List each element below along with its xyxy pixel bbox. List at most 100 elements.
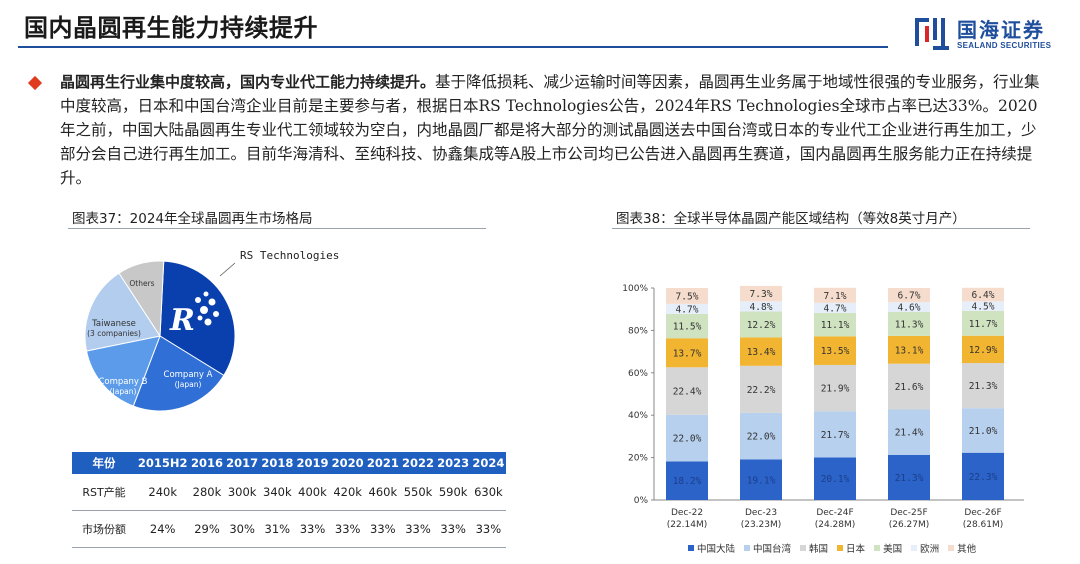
table-header-label: 年份 xyxy=(72,452,136,474)
data-label: 20.1% xyxy=(821,474,850,485)
table-header-year: 2016 xyxy=(189,452,225,474)
legend-swatch xyxy=(948,545,955,551)
table-row-label: 市场份额 xyxy=(72,510,136,548)
legend-label: 美国 xyxy=(883,544,903,555)
pie-slice-company-b xyxy=(85,335,161,407)
data-label: 4.5% xyxy=(972,302,995,313)
bar-segment xyxy=(740,301,782,312)
bar-segment xyxy=(814,364,856,412)
data-label: 4.6% xyxy=(898,303,921,314)
bar-segment xyxy=(666,313,708,339)
bar-segment xyxy=(740,459,782,500)
bar-segment xyxy=(962,335,1004,364)
data-label: 18.2% xyxy=(673,476,702,487)
logo-text-en: SEALAND SECURITIES xyxy=(957,41,1052,50)
bar-segment xyxy=(666,338,708,368)
legend-label: 其他 xyxy=(957,544,977,555)
data-label: 21.0% xyxy=(969,426,998,437)
legend-item: 中国台湾 xyxy=(744,541,791,555)
pie-slice-others xyxy=(118,260,165,338)
table-header-year: 2017 xyxy=(224,452,260,474)
legend-item: 中国大陆 xyxy=(688,541,735,555)
data-label: 13.1% xyxy=(895,345,924,356)
table-cell: 420k xyxy=(330,474,366,511)
fig37-title: 图表37：2024年全球晶圆再生市场格局 xyxy=(72,211,313,227)
table-cell: 33% xyxy=(400,510,436,548)
table-header-year: 2024 xyxy=(470,452,506,474)
data-label: 21.6% xyxy=(895,382,924,393)
table-cell: 33% xyxy=(294,510,331,548)
pie-label-rs: RS Technologies xyxy=(240,249,339,262)
table-cell: 240k xyxy=(136,474,190,511)
data-label: 11.5% xyxy=(673,322,702,333)
fig38-title: 图表38：全球半导体晶圆产能区域结构（等效8英寸月产） xyxy=(616,211,966,227)
bar-segment xyxy=(962,287,1004,302)
x-tick-sublabel: (24.28M) xyxy=(815,520,856,530)
data-label: 13.7% xyxy=(673,348,702,359)
pie-label-company-a-1: Company A xyxy=(164,370,213,380)
data-label: 21.7% xyxy=(821,430,850,441)
data-label: 22.2% xyxy=(747,385,776,396)
data-label: 19.1% xyxy=(747,475,776,486)
market-share-pie-chart: R RS Technologies Company A (Japan) Comp… xyxy=(84,249,339,412)
table-cell: 33% xyxy=(365,510,401,548)
rst-capacity-table: 年份 2015H2 2016 2017 2018 2019 2020 2021 2022 2023… xyxy=(72,452,506,548)
rs-logo-dot xyxy=(197,315,203,321)
bar-segment xyxy=(740,285,782,302)
table-row: RST产能 240k 280k 300k 340k 400k 420k 460k 550k 590… xyxy=(72,474,506,511)
bar-segment xyxy=(962,452,1004,500)
rs-logo-dot xyxy=(213,311,219,317)
data-label: 6.7% xyxy=(898,291,921,302)
fig38-title-rule xyxy=(612,228,1030,229)
table-cell: 400k xyxy=(294,474,331,511)
bar-segment xyxy=(814,411,856,458)
data-label: 12.9% xyxy=(969,345,998,356)
table-header-year: 2023 xyxy=(435,452,471,474)
legend-label: 韩国 xyxy=(809,544,829,555)
pie-slice-company-a xyxy=(132,335,225,412)
pie-label-others: Others xyxy=(129,279,154,288)
x-tick-sublabel: (22.14M) xyxy=(667,520,708,530)
bar-segment xyxy=(814,457,856,500)
x-tick-sublabel: (28.61M) xyxy=(963,520,1004,530)
rs-logo-dot xyxy=(204,318,212,326)
data-label: 12.2% xyxy=(747,320,776,331)
rs-logo-dot xyxy=(195,297,201,303)
x-tick-sublabel: (23.23M) xyxy=(741,520,782,530)
table-cell: 33% xyxy=(470,510,506,548)
y-tick-label: 20% xyxy=(628,454,648,464)
bar-segment xyxy=(666,288,708,304)
data-label: 22.3% xyxy=(969,472,998,483)
logo-text-cn: 国海证券 xyxy=(957,18,1045,42)
table-cell: 340k xyxy=(259,474,295,511)
table-row: 市场份额 24% 29% 30% 31% 33% 33% 33% 33% 33% 33% xyxy=(72,510,506,548)
y-tick-label: 40% xyxy=(628,411,648,421)
bar-segment xyxy=(740,365,782,413)
table-cell: 33% xyxy=(435,510,471,548)
data-label: 13.5% xyxy=(821,346,850,357)
legend-label: 日本 xyxy=(846,544,866,555)
data-label: 21.9% xyxy=(821,384,850,395)
bar-segment xyxy=(888,409,930,455)
bar-segment xyxy=(740,311,782,338)
data-label: 21.3% xyxy=(969,381,998,392)
bar-segment xyxy=(814,336,856,365)
x-tick-label: Dec-23 xyxy=(745,508,777,518)
data-label: 4.7% xyxy=(676,304,699,315)
bar-segment xyxy=(666,367,708,415)
table-cell: 590k xyxy=(435,474,471,511)
pie-leader-line xyxy=(219,262,236,277)
bar-segment xyxy=(814,287,856,303)
legend-swatch xyxy=(837,545,844,551)
legend-item: 韩国 xyxy=(800,541,828,555)
table-header-year: 2020 xyxy=(330,452,366,474)
data-label: 4.7% xyxy=(824,303,847,314)
diamond-bullet-icon xyxy=(27,75,43,91)
paragraph-text: 基于降低损耗、减少运输时间等因素，晶圆再生业务属于地域性很强的专业服务，行业集中… xyxy=(60,73,1040,187)
y-tick-label: 60% xyxy=(628,369,648,379)
rs-logo-dot xyxy=(203,291,209,297)
table-row-label: RST产能 xyxy=(72,474,136,511)
bar-segment xyxy=(888,363,930,410)
data-label: 22.4% xyxy=(673,387,702,398)
x-tick-label: Dec-22 xyxy=(671,508,703,518)
